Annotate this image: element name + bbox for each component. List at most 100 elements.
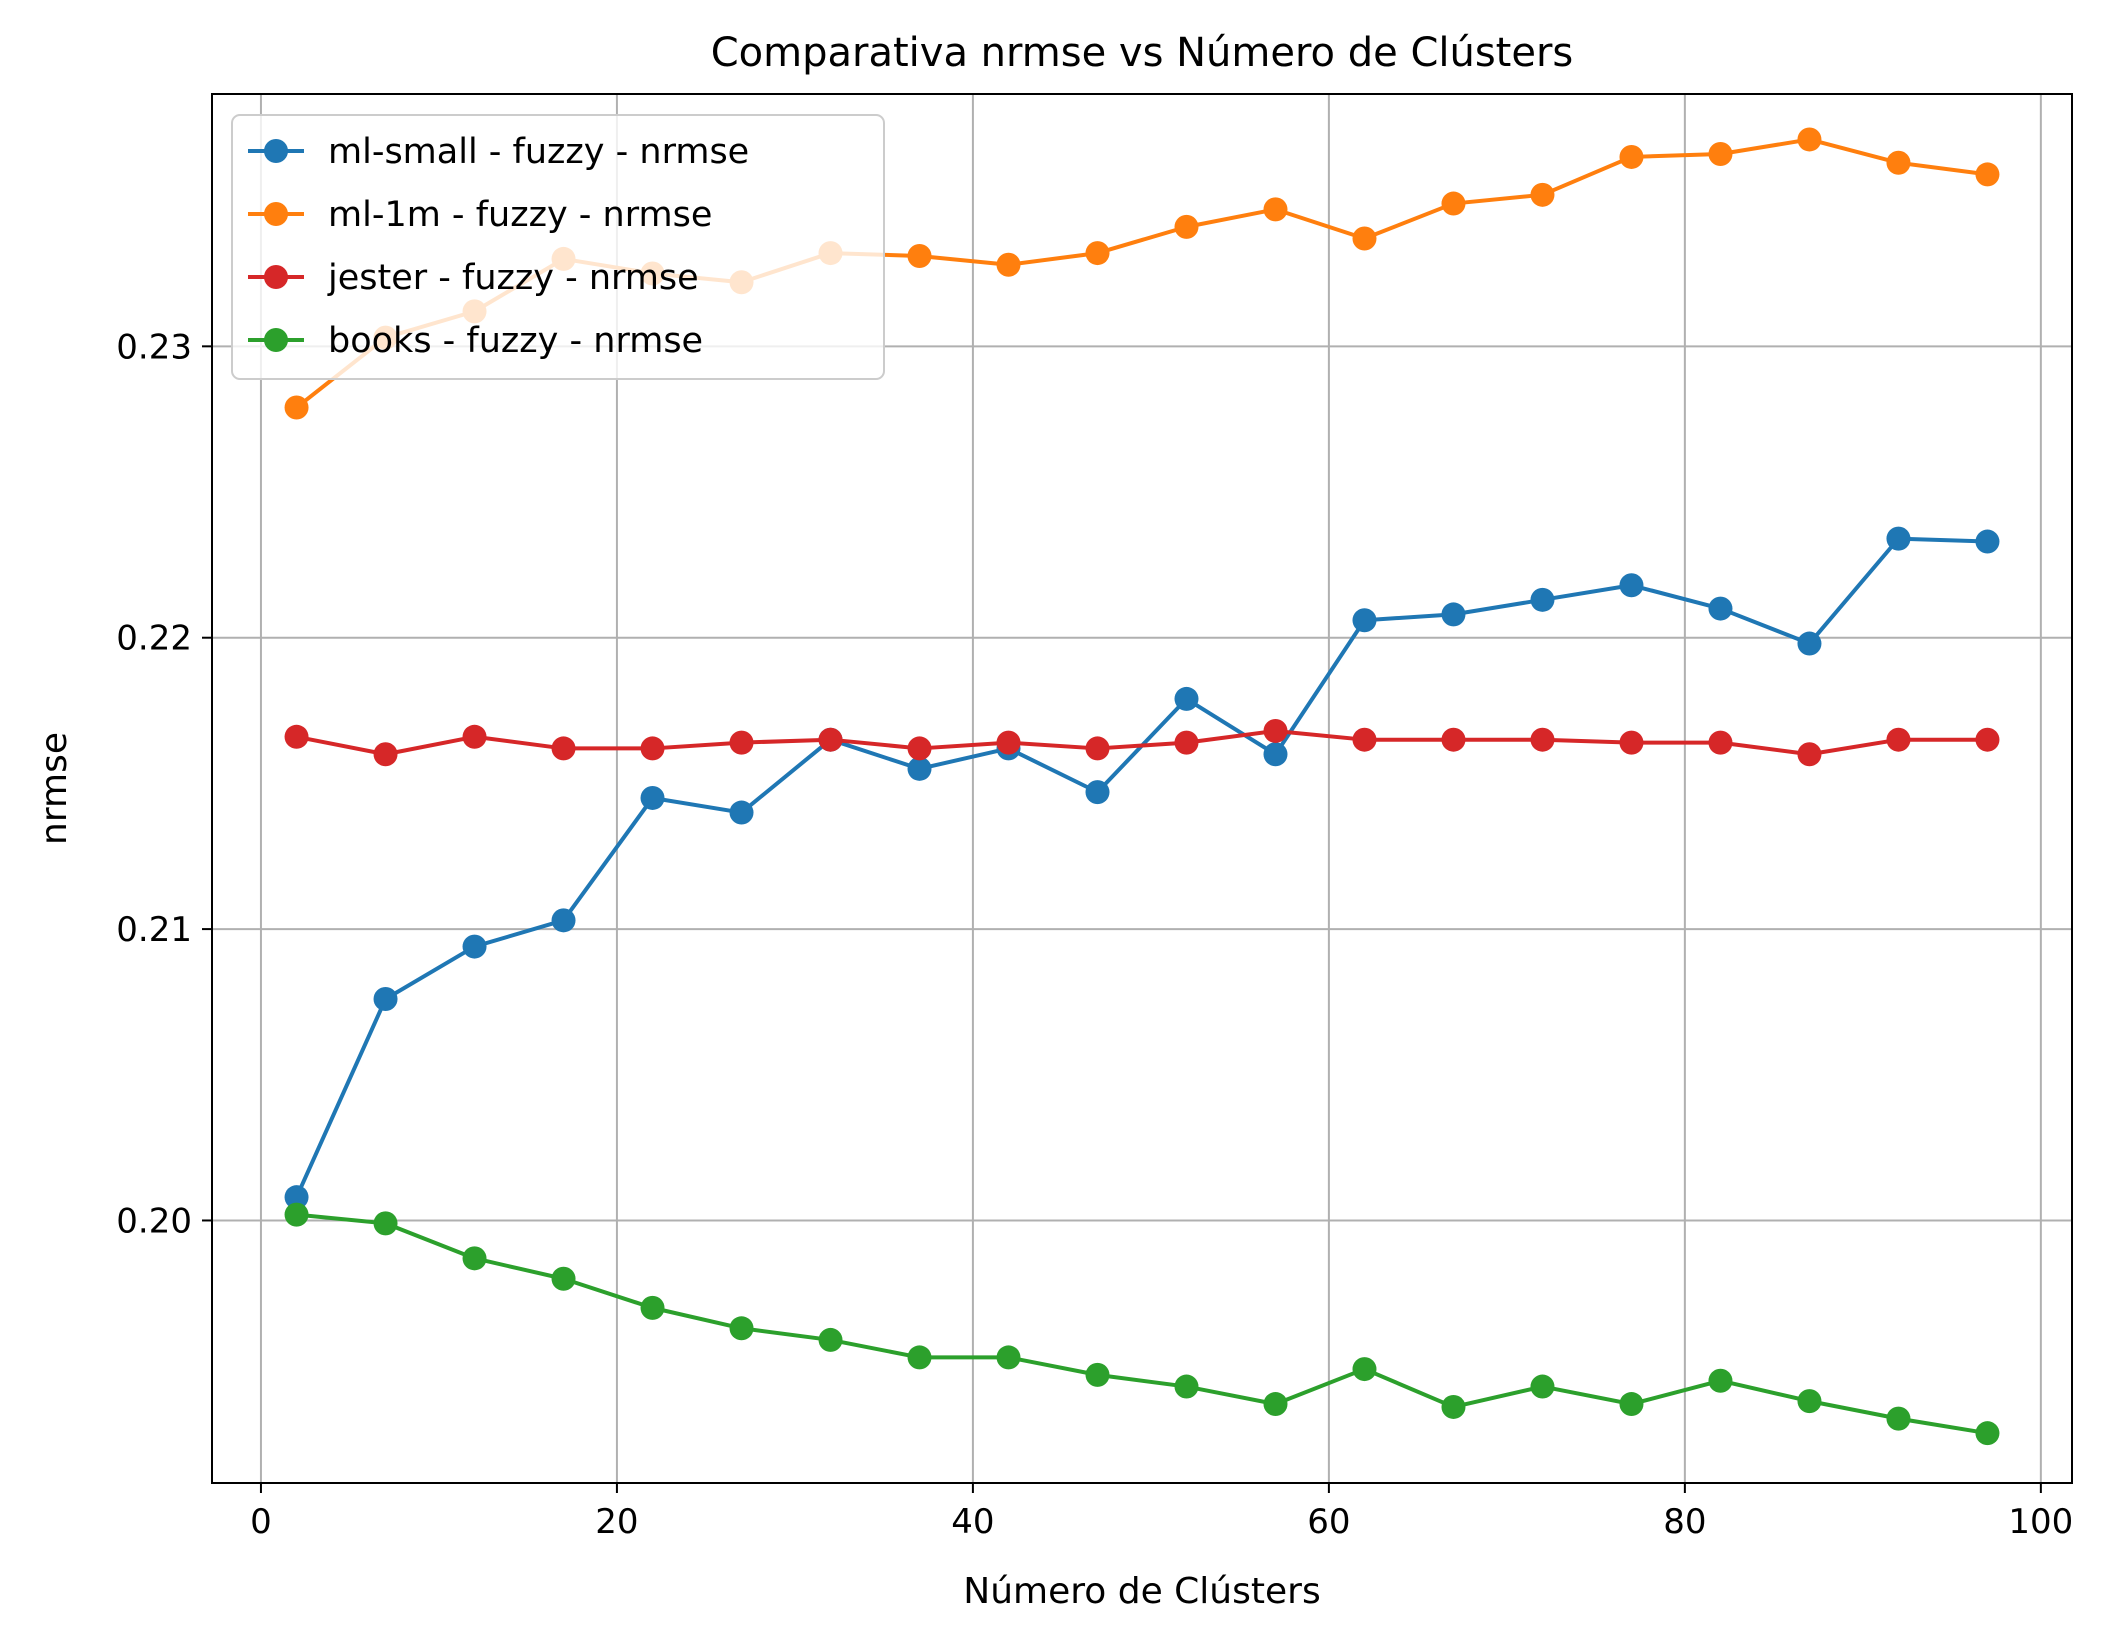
axis-ticks: 0 20 40 60 80 100 0.20 0.21 0.22 0.23	[116, 327, 2073, 1542]
legend-label-books: books - fuzzy - nrmse	[328, 321, 703, 361]
ml-small-data-point	[551, 908, 576, 933]
ml-1m-data-point	[907, 244, 932, 269]
legend-label-ml-small: ml-small - fuzzy - nrmse	[328, 132, 749, 172]
books-data-point	[1886, 1406, 1911, 1431]
books-data-point	[1975, 1421, 2000, 1446]
x-axis-label: Número de Clústers	[963, 1571, 1320, 1612]
books-data-point	[1797, 1389, 1822, 1414]
books-data-point	[1441, 1394, 1466, 1419]
ml-small-data-point	[1530, 587, 1555, 612]
books-data-point	[1174, 1374, 1199, 1399]
books-series-line	[296, 1212, 1988, 1436]
y-tick-label: 0.22	[116, 619, 192, 659]
grid-lines	[212, 94, 2072, 1483]
jester-data-point	[1619, 730, 1644, 755]
jester-data-point	[1530, 727, 1555, 752]
jester-data-point	[551, 736, 576, 761]
jester-data-point	[729, 730, 754, 755]
jester-data-point	[1263, 718, 1288, 743]
jester-series-line	[296, 728, 1988, 757]
ml-small-data-point	[1886, 526, 1911, 551]
x-tick-label: 60	[1307, 1502, 1350, 1542]
y-tick-label: 0.21	[116, 910, 192, 950]
jester-data-point	[1708, 730, 1733, 755]
legend-marker-jester	[264, 265, 288, 289]
jester-data-point	[996, 730, 1021, 755]
books-data-point	[1263, 1392, 1288, 1417]
ml-small-data-point	[729, 800, 754, 825]
legend: ml-small - fuzzy - nrmse ml-1m - fuzzy - …	[231, 114, 885, 380]
books-data-point	[284, 1202, 309, 1227]
legend-label-ml-1m: ml-1m - fuzzy - nrmse	[328, 195, 712, 235]
ml-small-data-point	[373, 987, 398, 1012]
x-tick-label: 40	[951, 1502, 994, 1542]
chart-title: Comparativa nrmse vs Número de Clústers	[711, 30, 1574, 76]
ml-1m-data-point	[1441, 191, 1466, 216]
ml-1m-data-point	[1708, 142, 1733, 167]
ml-1m-data-point	[1085, 241, 1110, 266]
jester-data-point	[1352, 727, 1377, 752]
ml-small-data-point	[640, 785, 665, 810]
ml-small-data-point	[462, 934, 487, 959]
y-tick-label: 0.20	[116, 1201, 192, 1241]
books-data-point	[462, 1246, 487, 1271]
ml-1m-data-point	[1797, 127, 1822, 152]
ml-1m-data-point	[1886, 150, 1911, 175]
legend-marker-books	[264, 328, 288, 352]
books-data-point	[818, 1327, 843, 1352]
ml-small-data-point	[1174, 686, 1199, 711]
x-tick-label: 80	[1663, 1502, 1706, 1542]
books-data-point	[551, 1266, 576, 1291]
ml-1m-data-point	[996, 252, 1021, 277]
legend-label-jester: jester - fuzzy - nrmse	[327, 258, 699, 298]
jester-data-point	[1441, 727, 1466, 752]
jester-data-point	[640, 736, 665, 761]
books-data-point	[640, 1295, 665, 1320]
ml-small-data-point	[1708, 596, 1733, 621]
ml-small-data-point	[1263, 742, 1288, 767]
ml-1m-data-point	[1174, 214, 1199, 239]
y-tick-label: 0.23	[116, 327, 192, 367]
jester-data-point	[1085, 736, 1110, 761]
jester-data-point	[1975, 727, 2000, 752]
y-axis-label: nrmse	[34, 732, 75, 845]
ml-1m-data-point	[1352, 226, 1377, 251]
ml-small-data-point	[1619, 573, 1644, 598]
jester-data-point	[284, 724, 309, 749]
books-data-point	[1619, 1392, 1644, 1417]
ml-1m-data-point	[1619, 144, 1644, 169]
x-tick-label: 20	[595, 1502, 638, 1542]
ml-small-data-point	[1352, 608, 1377, 633]
jester-data-point	[1886, 727, 1911, 752]
ml-small-data-point	[907, 756, 932, 781]
ml-1m-data-point	[284, 395, 309, 420]
ml-small-data-point	[1441, 602, 1466, 627]
x-tick-label: 0	[250, 1502, 272, 1542]
ml-1m-data-point	[1263, 197, 1288, 222]
jester-data-point	[462, 724, 487, 749]
jester-data-point	[1174, 730, 1199, 755]
books-data-point	[373, 1211, 398, 1236]
x-tick-label: 100	[2008, 1502, 2073, 1542]
books-data-point	[729, 1316, 754, 1341]
ml-small-data-point	[1797, 631, 1822, 656]
legend-marker-ml-small	[264, 139, 288, 163]
series-layer	[284, 127, 2000, 1446]
books-data-point	[907, 1345, 932, 1370]
books-data-point	[1085, 1362, 1110, 1387]
ml-1m-data-point	[1530, 182, 1555, 207]
books-data-point	[1530, 1374, 1555, 1399]
ml-small-data-point	[1085, 780, 1110, 805]
jester-data-point	[818, 727, 843, 752]
plot-frame	[211, 93, 2073, 1484]
legend-marker-ml-1m	[264, 202, 288, 226]
ml-small-data-point	[1975, 529, 2000, 554]
legend-box	[231, 114, 885, 380]
books-data-point	[1708, 1368, 1733, 1393]
jester-data-point	[1797, 742, 1822, 767]
books-data-point	[996, 1345, 1021, 1370]
ml-1m-data-point	[1975, 162, 2000, 187]
jester-data-point	[373, 742, 398, 767]
jester-data-point	[907, 736, 932, 761]
